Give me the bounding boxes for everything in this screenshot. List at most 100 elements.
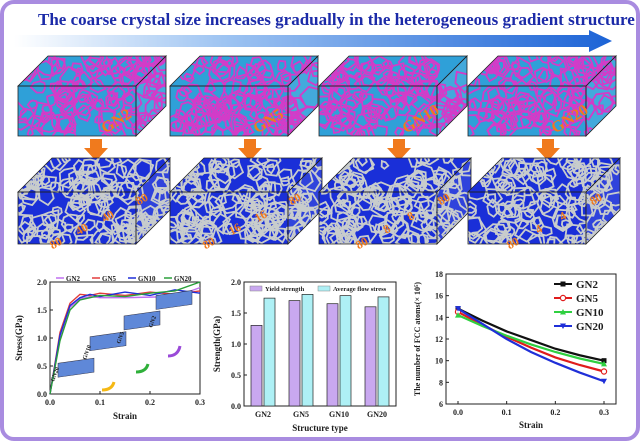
curved-arrow-icon	[167, 345, 182, 358]
data-point	[601, 360, 607, 367]
y-tick-label: 0.0	[37, 390, 47, 399]
inset-model	[57, 357, 95, 378]
bar-gn2	[263, 297, 276, 407]
x-axis-label: Strain	[113, 411, 137, 421]
x-tick-label: GN20	[367, 410, 387, 419]
y-tick-label: 16	[435, 292, 443, 301]
legend-label: GN2	[576, 279, 599, 291]
figure-title: The coarse crystal size increases gradua…	[38, 10, 635, 29]
curved-arrow-icon	[135, 363, 150, 374]
coarse-grain-box	[169, 55, 319, 137]
data-point	[560, 281, 566, 287]
series-line-gn20	[49, 281, 201, 395]
inset-model	[89, 331, 127, 352]
legend-label: GN5	[102, 275, 117, 283]
curved-arrow-icon	[101, 381, 116, 392]
y-axis-label: Strength(GPa)	[212, 316, 222, 372]
bar-gn20	[377, 296, 390, 407]
data-point	[455, 312, 461, 318]
x-tick-label: GN5	[293, 410, 309, 419]
bar-gn10	[339, 295, 352, 407]
x-axis-label: Structure type	[292, 423, 348, 433]
y-tick-label: 18	[435, 270, 443, 279]
x-tick-label: 0.1	[502, 408, 512, 417]
coarse-grain-box	[318, 55, 468, 137]
x-axis-label: Strain	[519, 420, 543, 430]
coarse-grain-box	[17, 55, 167, 137]
y-axis-label: Stress(GPa)	[14, 315, 24, 361]
x-tick-label: 0.0	[45, 398, 55, 407]
inset-model	[155, 290, 193, 310]
inset-label: GN5	[116, 331, 126, 344]
gradient-structure-box	[169, 157, 323, 245]
gradient-structure-box	[318, 157, 472, 245]
y-tick-label: 0.5	[37, 362, 47, 371]
gradient-structure-box	[467, 157, 621, 245]
down-arrow-icon	[536, 139, 560, 161]
data-point	[601, 358, 607, 364]
gradient-structure-box	[17, 157, 171, 245]
legend-label: Yield strength	[265, 286, 305, 293]
series-line-gn2	[457, 307, 605, 362]
legend-label: GN2	[66, 275, 81, 283]
bar-gn10	[326, 303, 339, 407]
gradient-arrow	[14, 30, 612, 52]
inset-model	[123, 310, 161, 331]
y-tick-label: 1.5	[37, 306, 47, 315]
x-tick-label: 0.1	[95, 398, 105, 407]
legend-swatch	[249, 285, 263, 292]
data-point	[560, 309, 566, 315]
y-tick-label: 10	[435, 357, 443, 366]
x-tick-label: 0.2	[550, 408, 560, 417]
y-tick-label: 2.0	[37, 278, 47, 287]
data-point	[455, 306, 461, 312]
series-line-gn20	[457, 307, 605, 383]
stress-strain-chart: 0.0 0.1 0.2 0.3 0.0 0.5 1.0 1.5 2.0 Strain Stress(…	[14, 275, 205, 421]
y-tick-label: 1.0	[37, 334, 47, 343]
y-tick-label: 0.0	[231, 402, 241, 411]
coarse-grain-models	[17, 55, 617, 137]
legend-swatch	[317, 285, 331, 292]
x-tick-label: 0.2	[145, 398, 155, 407]
legend-label: GN5	[576, 293, 599, 305]
down-arrow-icon	[84, 139, 108, 161]
y-axis-label: The number of FCC atoms(× 10⁵)	[413, 282, 422, 396]
data-point	[560, 323, 566, 329]
down-arrow-icon	[238, 139, 262, 161]
gradient-structure-models	[17, 157, 621, 245]
strength-bar-chart: 0.0 0.5 1.0 1.5 2.0 GN2 GN5 GN10 GN20 Structure t…	[212, 278, 397, 433]
y-tick-label: 6	[439, 400, 443, 409]
legend-label: Average flow stress	[333, 286, 387, 293]
coarse-grain-box	[467, 55, 617, 137]
x-tick-label: 0.0	[453, 408, 463, 417]
legend-label: GN10	[576, 307, 604, 319]
bar-gn5	[301, 294, 314, 407]
title-banner: The coarse crystal size increases gradua…	[4, 4, 636, 52]
legend-label: GN20	[174, 275, 192, 283]
data-point	[559, 294, 567, 302]
fcc-atoms-chart: 0.0 0.1 0.2 0.3 6 8 10 12 14 16 18 Strain The number…	[413, 270, 617, 430]
y-tick-label: 0.5	[231, 371, 241, 380]
legend-label: GN10	[138, 275, 156, 283]
data-point	[601, 378, 607, 385]
legend-label: GN20	[576, 321, 604, 333]
y-tick-label: 1.0	[231, 340, 241, 349]
y-tick-label: 8	[439, 378, 443, 387]
series-line-gn10	[457, 314, 605, 365]
y-tick-label: 12	[435, 335, 443, 344]
inset-label: GN20	[50, 367, 61, 383]
bar-gn2	[250, 325, 263, 407]
bar-gn20	[364, 306, 377, 407]
inset-label: GN10	[82, 345, 93, 361]
x-tick-label: 0.3	[599, 408, 609, 417]
data-point	[600, 368, 608, 375]
x-tick-label: GN2	[255, 410, 271, 419]
x-tick-label: 0.3	[195, 398, 205, 407]
bar-gn5	[288, 300, 301, 407]
x-tick-label: GN10	[329, 410, 349, 419]
inset-label: GN2	[148, 315, 158, 328]
y-tick-label: 2.0	[231, 278, 241, 287]
down-arrow-icon	[387, 139, 411, 161]
y-tick-label: 14	[435, 313, 443, 322]
